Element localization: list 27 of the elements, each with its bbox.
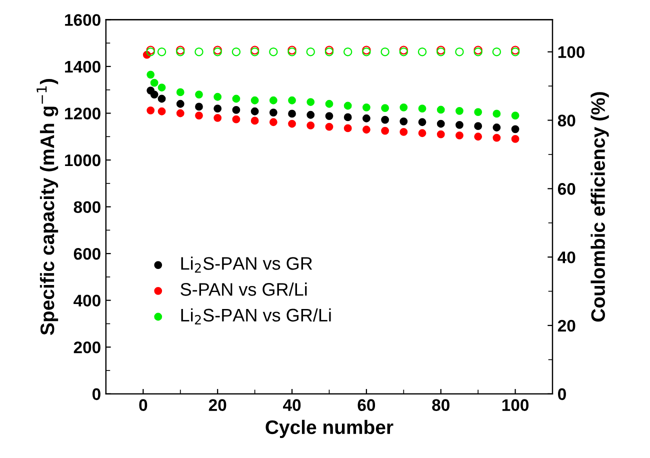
y-axis-title: Specific capacity (mAh g$^{−1}$) [36,79,58,335]
y-tick-label: 800 [74,201,100,213]
y2-tick-label: 20 [558,320,576,332]
y2-axis-title: Coulombic efficiency (%) [590,92,609,322]
y2-tick-label: 60 [558,183,576,195]
y2-tick-label: 100 [558,46,584,58]
x-tick-label: 0 [139,399,148,411]
x-tick-label: 60 [358,399,376,411]
x-tick-label: 80 [432,399,450,411]
y2-tick-label: 80 [558,114,576,126]
y-tick-label: 1000 [65,154,100,166]
y-tick-label: 1200 [65,108,100,120]
x-tick-label: 20 [208,399,226,411]
x-tick-label: 100 [502,399,529,411]
y-tick-label: 0 [92,388,100,400]
y-tick-label: 1600 [65,14,100,26]
y-tick-label: 600 [74,248,100,260]
y2-tick-label: 0 [558,388,566,400]
x-tick-label: 40 [282,399,301,411]
y2-tick-label: 40 [558,251,576,264]
legend-label: Li$_{2}$S-PAN vs GR/Li [181,308,331,324]
x-axis-title: Cycle number [266,420,394,438]
legend-label: Li$_{2}$S-PAN vs GR [181,256,312,273]
y-tick-label: 200 [74,342,100,354]
y-tick-label: 1400 [65,60,100,73]
y-tick-label: 400 [74,294,100,307]
legend-label: S-PAN vs GR/Li [180,282,307,296]
